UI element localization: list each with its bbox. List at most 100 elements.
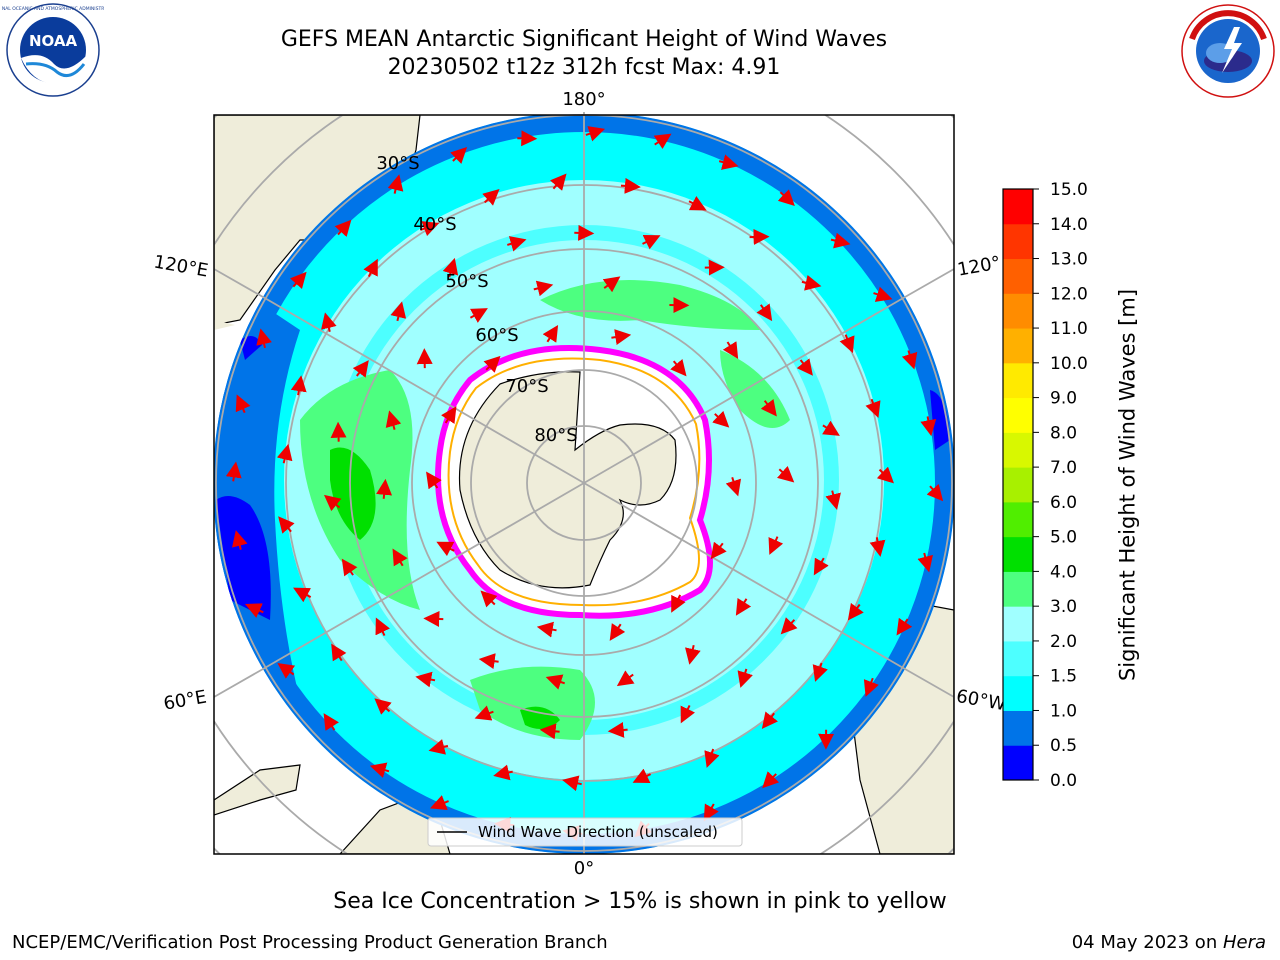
wave-direction-arrow bbox=[390, 301, 407, 322]
wave-direction-arrow bbox=[474, 705, 494, 721]
wave-direction-arrow bbox=[703, 803, 719, 822]
label-30s: 30°S bbox=[376, 153, 419, 174]
colorbar-tick-label: 0.0 bbox=[1050, 771, 1077, 791]
colorbar-swatch bbox=[1003, 745, 1033, 781]
wave-direction-arrow bbox=[642, 234, 661, 250]
wave-direction-arrow bbox=[483, 355, 501, 373]
wave-direction-arrow bbox=[539, 723, 560, 740]
wave-direction-arrow bbox=[341, 558, 358, 577]
wave-direction-arrow bbox=[331, 643, 347, 662]
wave-direction-arrow bbox=[830, 232, 851, 249]
wave-direction-arrow bbox=[493, 764, 513, 781]
wave-direction-arrow bbox=[542, 324, 559, 343]
colorbar-tick-label: 1.0 bbox=[1050, 701, 1077, 721]
wave-direction-arrow bbox=[429, 795, 449, 811]
wave-direction-arrow bbox=[825, 490, 841, 510]
noaa-logo: NOAA NATIONAL OCEANIC AND ATMOSPHERIC AD… bbox=[2, 3, 104, 97]
colorbar-swatch bbox=[1003, 675, 1033, 711]
colorbar-swatch bbox=[1003, 467, 1033, 503]
wave-direction-arrow bbox=[611, 329, 632, 346]
label-60s: 60°S bbox=[475, 325, 518, 346]
wave-direction-arrow bbox=[426, 471, 442, 490]
wave-direction-arrow bbox=[324, 494, 342, 512]
label-70s: 70°S bbox=[505, 376, 548, 397]
wave-direction-arrow bbox=[375, 617, 390, 637]
colorbar-swatch bbox=[1003, 362, 1033, 399]
wave-direction-arrow bbox=[839, 334, 855, 354]
wave-direction-arrow bbox=[796, 358, 813, 376]
wave-direction-arrow bbox=[533, 280, 554, 297]
colorbar-label: Significant Height of Wind Waves [m] bbox=[1115, 288, 1140, 682]
colorbar-tick-label: 3.0 bbox=[1050, 597, 1077, 617]
wave-direction-arrow bbox=[235, 394, 251, 414]
wave-direction-arrow bbox=[536, 621, 557, 638]
wave-direction-arrow bbox=[278, 516, 295, 534]
wave-direction-arrow bbox=[917, 552, 933, 573]
wave-direction-arrow bbox=[780, 617, 798, 635]
wave-direction-arrow bbox=[756, 303, 773, 322]
colorbar-tick-label: 2.0 bbox=[1050, 632, 1077, 652]
colorbar-tick-label: 7.0 bbox=[1050, 458, 1077, 478]
footer-branch: NCEP/EMC/Verification Post Processing Pr… bbox=[12, 932, 608, 953]
wave-direction-arrow bbox=[710, 541, 727, 560]
wave-direction-arrow bbox=[374, 698, 392, 715]
wave-direction-arrow bbox=[812, 662, 828, 682]
sea-ice-caption: Sea Ice Concentration > 15% is shown in … bbox=[333, 889, 947, 914]
label-0: 0° bbox=[574, 858, 594, 879]
wave-direction-arrow bbox=[653, 133, 672, 150]
wave-direction-arrow bbox=[256, 328, 272, 349]
wave-direction-arrow bbox=[469, 308, 488, 323]
wave-direction-arrow bbox=[718, 154, 739, 170]
nws-logo bbox=[1181, 4, 1275, 98]
wave-direction-arrow bbox=[232, 530, 248, 550]
wave-direction-arrow bbox=[873, 286, 893, 302]
label-120w: 120° bbox=[956, 252, 1002, 280]
label-180: 180° bbox=[562, 89, 605, 110]
wind-wave-arrows bbox=[225, 126, 944, 842]
wave-direction-arrow bbox=[277, 662, 296, 679]
legend-label: Wind Wave Direction (unscaled) bbox=[478, 823, 718, 841]
label-50s: 50°S bbox=[445, 271, 488, 292]
wave-direction-arrow bbox=[545, 674, 566, 690]
colorbar-swatch bbox=[1003, 536, 1033, 572]
antarctica bbox=[435, 345, 713, 619]
colorbar-tick-label: 0.5 bbox=[1050, 736, 1077, 756]
wave-direction-arrow bbox=[385, 410, 402, 430]
wave-direction-arrow bbox=[415, 671, 436, 688]
wave-direction-arrow bbox=[376, 478, 393, 499]
wave-direction-arrow bbox=[369, 762, 390, 778]
label-120e: 120°E bbox=[152, 251, 210, 281]
footer-date: 04 May 2023 on Hera bbox=[1071, 932, 1266, 953]
colorbar-tick-label: 6.0 bbox=[1050, 493, 1077, 513]
wave-direction-arrow bbox=[632, 768, 652, 784]
colorbar-swatch bbox=[1003, 397, 1033, 433]
wave-direction-arrow bbox=[323, 713, 339, 731]
colorbar-swatch bbox=[1003, 189, 1033, 225]
colorbar-swatch bbox=[1003, 223, 1033, 260]
wave-direction-arrow bbox=[441, 406, 457, 424]
wave-direction-arrow bbox=[478, 653, 499, 670]
wave-direction-arrow bbox=[420, 221, 440, 237]
wave-direction-arrow bbox=[869, 537, 886, 557]
colorbar-swatch bbox=[1003, 606, 1033, 642]
chart-subtitle: 20230502 t12z 312h fcst Max: 4.91 bbox=[387, 55, 781, 80]
wave-direction-arrow bbox=[777, 189, 795, 207]
wave-direction-arrow bbox=[777, 465, 795, 483]
wave-direction-arrow bbox=[482, 189, 500, 206]
wave-direction-arrow bbox=[620, 177, 641, 194]
wave-direction-arrow bbox=[688, 195, 707, 211]
wave-direction-arrow bbox=[609, 623, 626, 641]
wave-direction-arrow bbox=[392, 548, 408, 567]
wave-direction-arrow bbox=[562, 775, 582, 792]
label-60e: 60°E bbox=[162, 686, 208, 714]
colorbar-tick-label: 10.0 bbox=[1050, 354, 1088, 374]
wave-direction-arrow bbox=[901, 350, 918, 370]
wave-direction-arrow bbox=[670, 359, 687, 377]
colorbar-swatch bbox=[1003, 571, 1033, 607]
wave-direction-arrow bbox=[276, 443, 293, 464]
wave-direction-arrow bbox=[585, 126, 606, 142]
colorbar-swatch bbox=[1003, 432, 1033, 468]
wave-direction-arrow bbox=[761, 711, 779, 729]
label-40s: 40°S bbox=[413, 214, 456, 235]
colorbar-swatch bbox=[1003, 710, 1033, 746]
